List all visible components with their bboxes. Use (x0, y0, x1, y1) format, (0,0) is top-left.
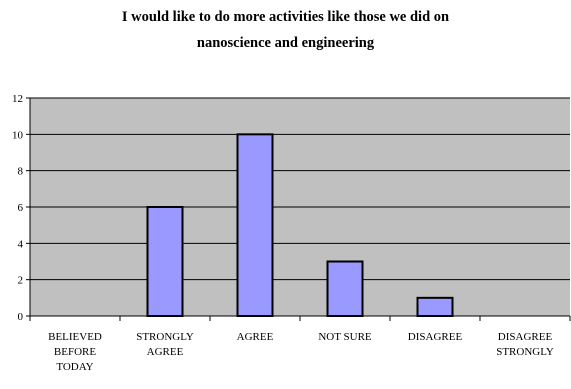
y-tick-label: 12 (12, 93, 23, 105)
y-tick-label: 10 (12, 129, 24, 141)
x-tick-label: NOT SURE (318, 331, 372, 343)
chart-title-line-1: I would like to do more activities like … (121, 9, 450, 25)
x-tick-label: AGREE (147, 346, 184, 358)
x-tick-label: STRONGLY (136, 331, 194, 343)
y-tick-label: 8 (18, 166, 24, 178)
chart-title: I would like to do more activities like … (0, 4, 571, 56)
x-tick-label: BELIEVED (48, 331, 102, 343)
y-tick-label: 0 (18, 311, 24, 323)
y-tick-label: 2 (18, 275, 24, 287)
chart-title-line-2: nanoscience and engineering (196, 35, 375, 51)
x-tick-label: STRONGLY (496, 346, 554, 358)
x-tick-label: BEFORE (54, 346, 96, 358)
y-tick-label: 4 (18, 238, 24, 250)
x-tick-label: AGREE (237, 331, 274, 343)
bar (146, 206, 184, 317)
x-tick-label: DISAGREE (498, 331, 553, 343)
bar (236, 133, 274, 317)
x-tick-label: TODAY (56, 361, 93, 373)
bar (326, 260, 364, 317)
y-tick-label: 6 (18, 202, 24, 214)
x-tick-label: DISAGREE (408, 331, 463, 343)
bar (416, 296, 454, 318)
